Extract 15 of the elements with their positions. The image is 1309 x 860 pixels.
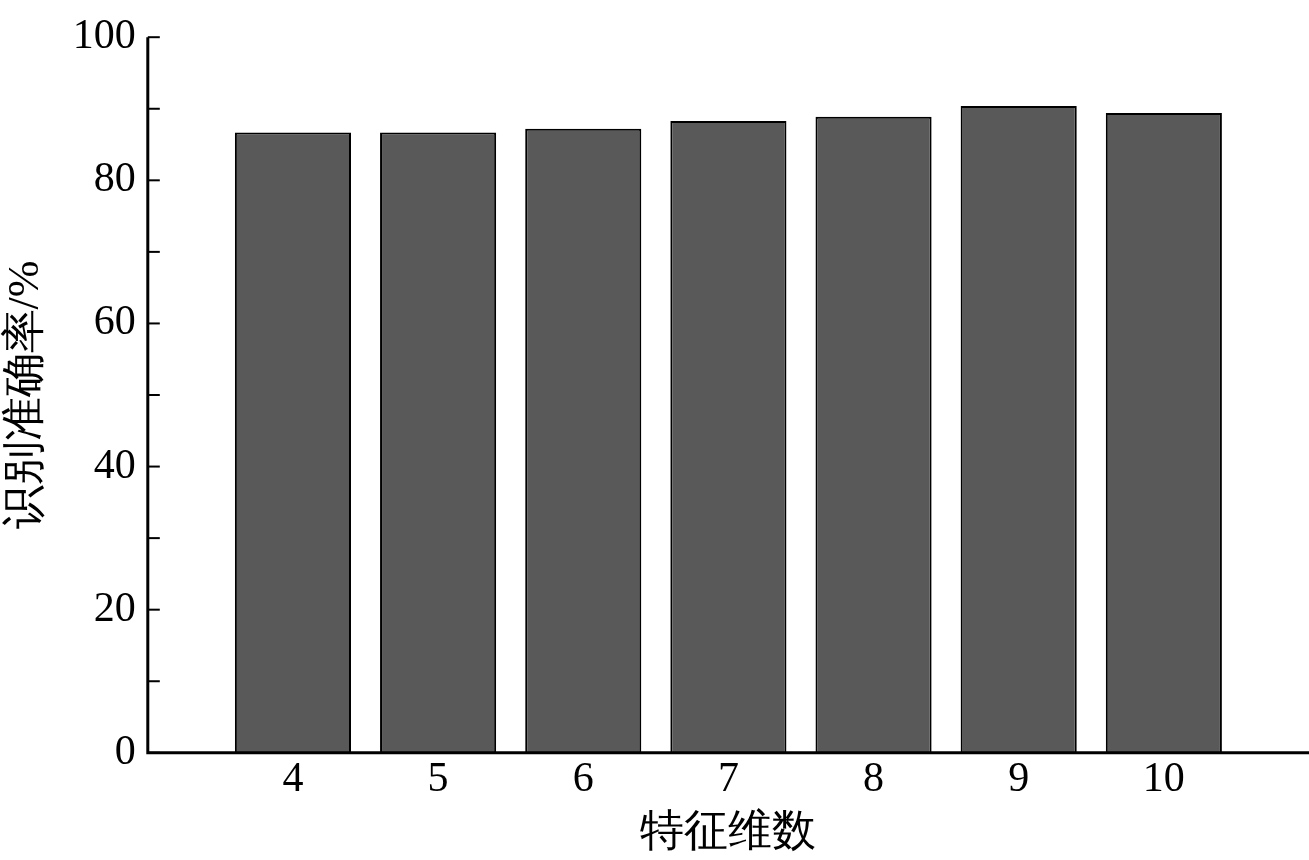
y-tick-label: 100 xyxy=(72,11,136,58)
x-axis-title: 特征维数 xyxy=(640,806,817,856)
x-tick-label: 6 xyxy=(572,754,594,801)
x-tick-label: 7 xyxy=(717,754,739,801)
x-tick-label: 4 xyxy=(282,754,304,801)
x-tick-label: 5 xyxy=(427,754,449,801)
y-tick-label: 60 xyxy=(93,297,136,344)
x-tick-label: 10 xyxy=(1142,754,1185,801)
y-tick-label: 40 xyxy=(93,440,136,487)
y-tick-label: 20 xyxy=(93,583,136,630)
x-tick-label: 8 xyxy=(863,754,885,801)
y-axis-title: 识别准确率/% xyxy=(0,260,48,530)
y-tick-label: 80 xyxy=(93,154,136,201)
x-tick-label: 9 xyxy=(1008,754,1030,801)
y-tick-label: 0 xyxy=(114,726,136,773)
